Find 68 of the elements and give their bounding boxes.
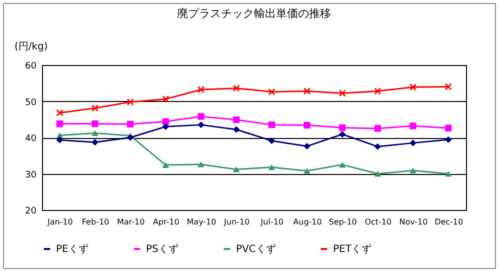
x-tick-label: Oct-10 [364, 218, 392, 226]
x-tick-label: Jun-10 [223, 218, 250, 226]
point [338, 162, 346, 168]
point [410, 168, 416, 174]
point [268, 88, 276, 96]
legend-label: PSくず [146, 243, 178, 255]
point [126, 120, 134, 128]
point [444, 170, 452, 177]
point [268, 121, 276, 128]
point [304, 142, 310, 150]
y-tick-label: 60 [25, 62, 37, 72]
x-tick-label: Mar-10 [117, 218, 145, 226]
point [162, 96, 170, 102]
point [232, 84, 240, 92]
y-tick-label: 40 [25, 134, 37, 144]
x-tick-label: May-10 [186, 218, 216, 226]
legend-label: PEくず [56, 243, 88, 255]
legend-label: PVCくず [236, 243, 276, 255]
y-tick-label: 50 [25, 98, 37, 108]
point [444, 124, 452, 132]
chart-title: 廃プラスチック輸出単価の推移 [177, 7, 331, 20]
point [232, 126, 240, 133]
point [56, 109, 64, 116]
point [162, 162, 170, 168]
x-tick-label: Feb-10 [82, 218, 110, 226]
point [92, 120, 98, 128]
point [410, 84, 416, 90]
point [338, 130, 346, 138]
point [198, 86, 204, 94]
x-tick-label: Jul-10 [260, 218, 284, 226]
point [198, 113, 204, 120]
point [410, 122, 416, 130]
point [304, 168, 310, 174]
point [444, 136, 452, 144]
point [410, 140, 416, 146]
point [374, 143, 382, 150]
point [374, 170, 382, 177]
point [374, 125, 382, 132]
point [56, 120, 64, 128]
x-tick-label: Jan-10 [46, 218, 73, 226]
x-tick-label: Nov-10 [399, 218, 428, 226]
point [232, 166, 240, 172]
point [198, 161, 204, 168]
point [92, 130, 98, 136]
point [304, 88, 310, 94]
point [338, 90, 346, 97]
point [92, 104, 98, 112]
legend-label: PETくず [333, 243, 372, 255]
y-axis-title: (円/kg) [14, 42, 48, 52]
y-tick-label: 20 [25, 206, 37, 216]
point [444, 83, 452, 90]
point [268, 137, 276, 144]
point [92, 138, 98, 146]
point [162, 118, 170, 125]
point [232, 116, 240, 124]
point [268, 164, 276, 170]
y-tick-label: 30 [25, 170, 37, 180]
point [198, 121, 204, 128]
point [162, 123, 170, 130]
x-tick-label: Dec-10 [434, 218, 464, 226]
point [56, 136, 64, 144]
point [126, 98, 134, 106]
x-tick-label: Apr-10 [152, 218, 180, 226]
point [374, 88, 382, 94]
x-tick-label: Sep-10 [328, 218, 357, 226]
point [304, 122, 310, 129]
point [338, 124, 346, 132]
x-tick-label: Aug-10 [293, 218, 322, 226]
